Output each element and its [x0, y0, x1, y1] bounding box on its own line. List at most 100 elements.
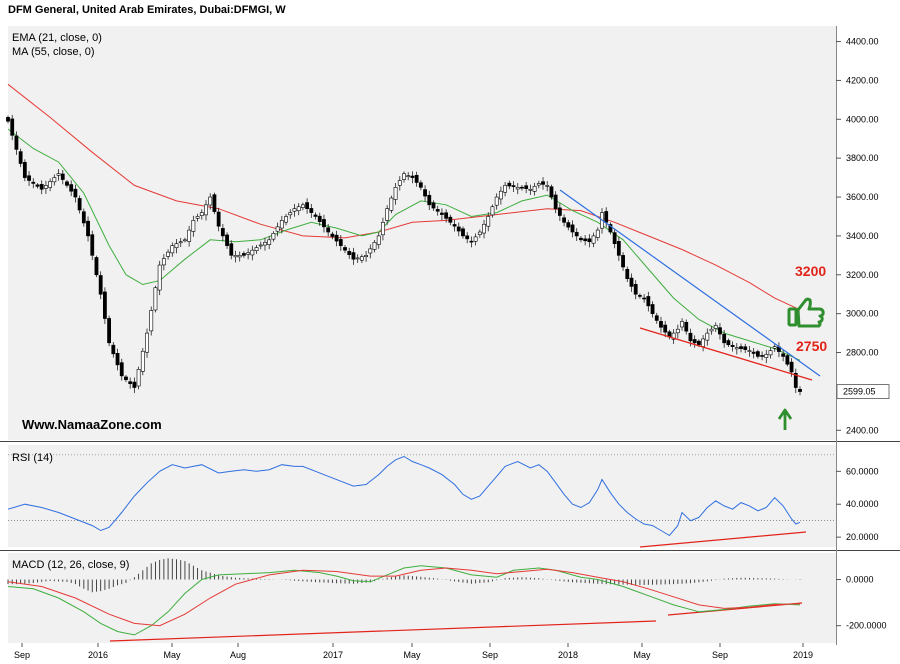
rsi-tick-label: 60.0000: [846, 466, 879, 476]
candle-up: [284, 216, 288, 223]
candle-up: [701, 338, 706, 347]
candle-up: [136, 369, 141, 387]
ma-legend: MA (55, close, 0): [12, 46, 95, 58]
x-tick-label: May: [633, 650, 651, 660]
candle-up: [183, 239, 187, 242]
candle-down: [456, 226, 461, 232]
candle-down: [570, 224, 575, 233]
support-trendline: [639, 327, 813, 381]
candle-down: [621, 255, 625, 268]
candle-up: [237, 255, 242, 258]
candle-down: [216, 211, 221, 227]
candle-down: [351, 252, 356, 260]
candle-down: [414, 174, 419, 183]
rsi-line: [7, 455, 801, 537]
candle-down: [94, 257, 99, 276]
candle-down: [418, 182, 423, 188]
candle-up: [705, 332, 710, 341]
macd-legend: MACD (12, 26, close, 9): [12, 559, 130, 571]
candle-down: [511, 185, 516, 187]
candle-up: [671, 332, 676, 340]
candle-down: [39, 184, 44, 190]
candle-up: [166, 251, 170, 257]
x-tick-label: 2019: [793, 650, 813, 660]
candle-up: [406, 175, 411, 177]
candle-down: [587, 238, 592, 243]
candle-down: [789, 361, 794, 373]
candle-up: [490, 206, 495, 216]
candle-down: [309, 208, 314, 213]
macd-signal-line: [7, 567, 801, 627]
candle-up: [595, 229, 600, 238]
candle-down: [688, 332, 693, 342]
candle-down: [98, 275, 103, 295]
candle-down: [334, 234, 339, 242]
ema-legend: EMA (21, close, 0): [12, 32, 102, 44]
x-tick-label: 2016: [88, 650, 108, 660]
candle-down: [574, 232, 579, 237]
candle-up: [498, 190, 503, 200]
candle-down: [440, 212, 444, 215]
candle-up: [153, 287, 158, 311]
candle-down: [115, 353, 120, 366]
candle-down: [31, 181, 36, 184]
candle-up: [393, 187, 398, 200]
candle-up: [271, 233, 276, 240]
candle-down: [18, 151, 23, 164]
candle-down: [751, 351, 756, 354]
level-label-high: 3200: [795, 263, 827, 279]
candle-up: [713, 325, 718, 329]
candle-up: [48, 181, 53, 188]
candle-down: [212, 194, 217, 212]
candle-down: [650, 304, 655, 314]
candle-down: [579, 237, 583, 241]
chart-title: DFM General, United Arab Emirates, Dubai…: [8, 4, 286, 16]
candle-down: [541, 181, 545, 185]
candle-down: [35, 184, 40, 187]
x-tick-label: Sep: [712, 650, 728, 660]
candle-up: [187, 229, 192, 242]
rsi-tick-label: 40.0000: [846, 499, 879, 509]
candle-up: [254, 247, 259, 252]
resistance-trendline: [559, 189, 821, 377]
candle-down: [330, 233, 335, 237]
candle-up: [768, 350, 773, 356]
candle-down: [583, 238, 588, 242]
candle-down: [743, 346, 748, 350]
candle-down: [111, 344, 116, 355]
candle-down: [60, 173, 65, 180]
candle-up: [376, 235, 381, 245]
candle-up: [494, 196, 499, 206]
candle-up: [233, 255, 238, 258]
candle-down: [562, 217, 566, 223]
rsi-panel: [8, 445, 836, 547]
candle-down: [553, 194, 558, 210]
price-tick-label: 4200.00: [846, 75, 879, 85]
candle-down: [86, 220, 90, 237]
candle-up: [402, 173, 406, 180]
candle-down: [684, 322, 689, 332]
candle-down: [722, 333, 727, 344]
candle-down: [625, 269, 630, 279]
candle-up: [267, 239, 272, 245]
candle-up: [300, 204, 305, 208]
candle-up: [381, 222, 385, 236]
candle-down: [27, 175, 31, 181]
price-tick-label: 4400.00: [846, 37, 879, 47]
candle-down: [77, 198, 82, 211]
candle-up: [473, 236, 478, 242]
candle-down: [132, 381, 137, 388]
candle-up: [372, 242, 377, 250]
candle-up: [44, 185, 48, 189]
candle-up: [368, 248, 373, 254]
candle-down: [220, 228, 225, 237]
candle-up: [536, 183, 541, 186]
candle-down: [798, 388, 802, 392]
candle-up: [191, 220, 196, 232]
x-tick-label: May: [403, 650, 421, 660]
candle-down: [410, 175, 415, 178]
candle-down: [444, 212, 449, 219]
candle-down: [718, 327, 722, 335]
candle-down: [659, 321, 663, 328]
price-tick-label: 3800.00: [846, 153, 879, 163]
